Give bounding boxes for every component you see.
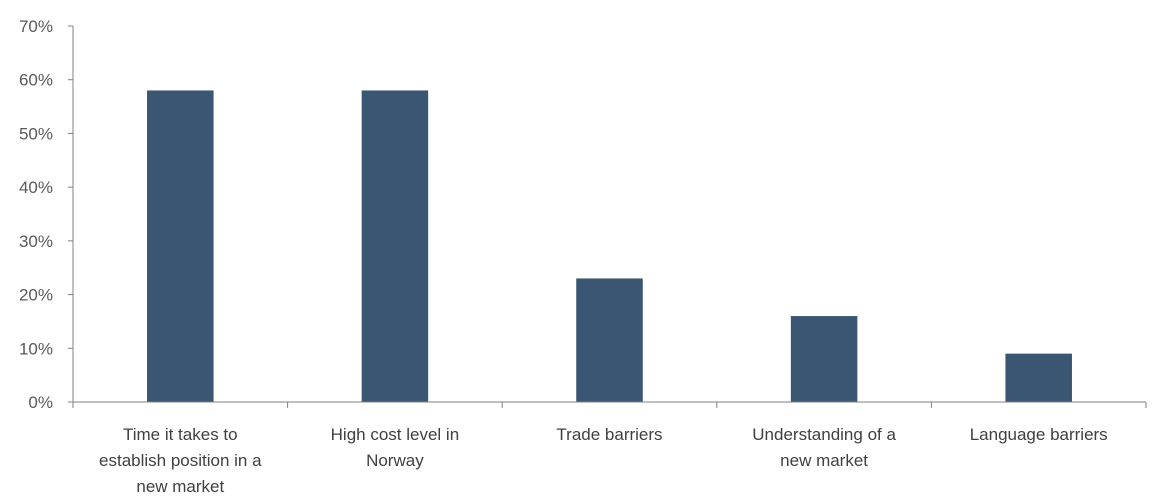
x-category-label-line: new market bbox=[136, 477, 224, 496]
bar bbox=[147, 90, 214, 402]
bar bbox=[361, 90, 429, 402]
x-category-label: Language barriers bbox=[970, 425, 1108, 444]
x-category-label: Understanding of a new market bbox=[752, 425, 896, 470]
x-category-label: Time it takes to establish position in a n… bbox=[99, 425, 262, 496]
x-category-label-line: new market bbox=[780, 451, 868, 470]
y-tick-label: 70% bbox=[19, 17, 53, 36]
y-axis: 0% 10% 20% 30% 40% 50% 60% 70% bbox=[19, 17, 74, 412]
x-category-label-line: Understanding of a bbox=[752, 425, 896, 444]
bar bbox=[790, 316, 858, 402]
bars bbox=[147, 90, 1072, 402]
x-axis: Time it takes to establish position in a n… bbox=[72, 401, 1147, 496]
y-tick-label: 60% bbox=[19, 71, 53, 90]
y-tick-label: 20% bbox=[19, 286, 53, 305]
bar bbox=[576, 278, 643, 402]
x-category-label-line: High cost level in bbox=[331, 425, 460, 444]
x-category-label: Trade barriers bbox=[556, 425, 662, 444]
x-category-label-line: Time it takes to bbox=[123, 425, 238, 444]
x-category-label-line: establish position in a bbox=[99, 451, 262, 470]
bar bbox=[1005, 353, 1072, 402]
y-tick-label: 10% bbox=[19, 339, 53, 358]
x-category-label-line: Norway bbox=[366, 451, 424, 470]
y-tick-label: 50% bbox=[19, 124, 53, 143]
y-tick-label: 30% bbox=[19, 232, 53, 251]
y-tick-label: 0% bbox=[28, 393, 53, 412]
x-category-label-line: Trade barriers bbox=[556, 425, 662, 444]
x-category-label: High cost level in Norway bbox=[331, 425, 460, 470]
x-category-label-line: Language barriers bbox=[970, 425, 1108, 444]
y-tick-label: 40% bbox=[19, 178, 53, 197]
